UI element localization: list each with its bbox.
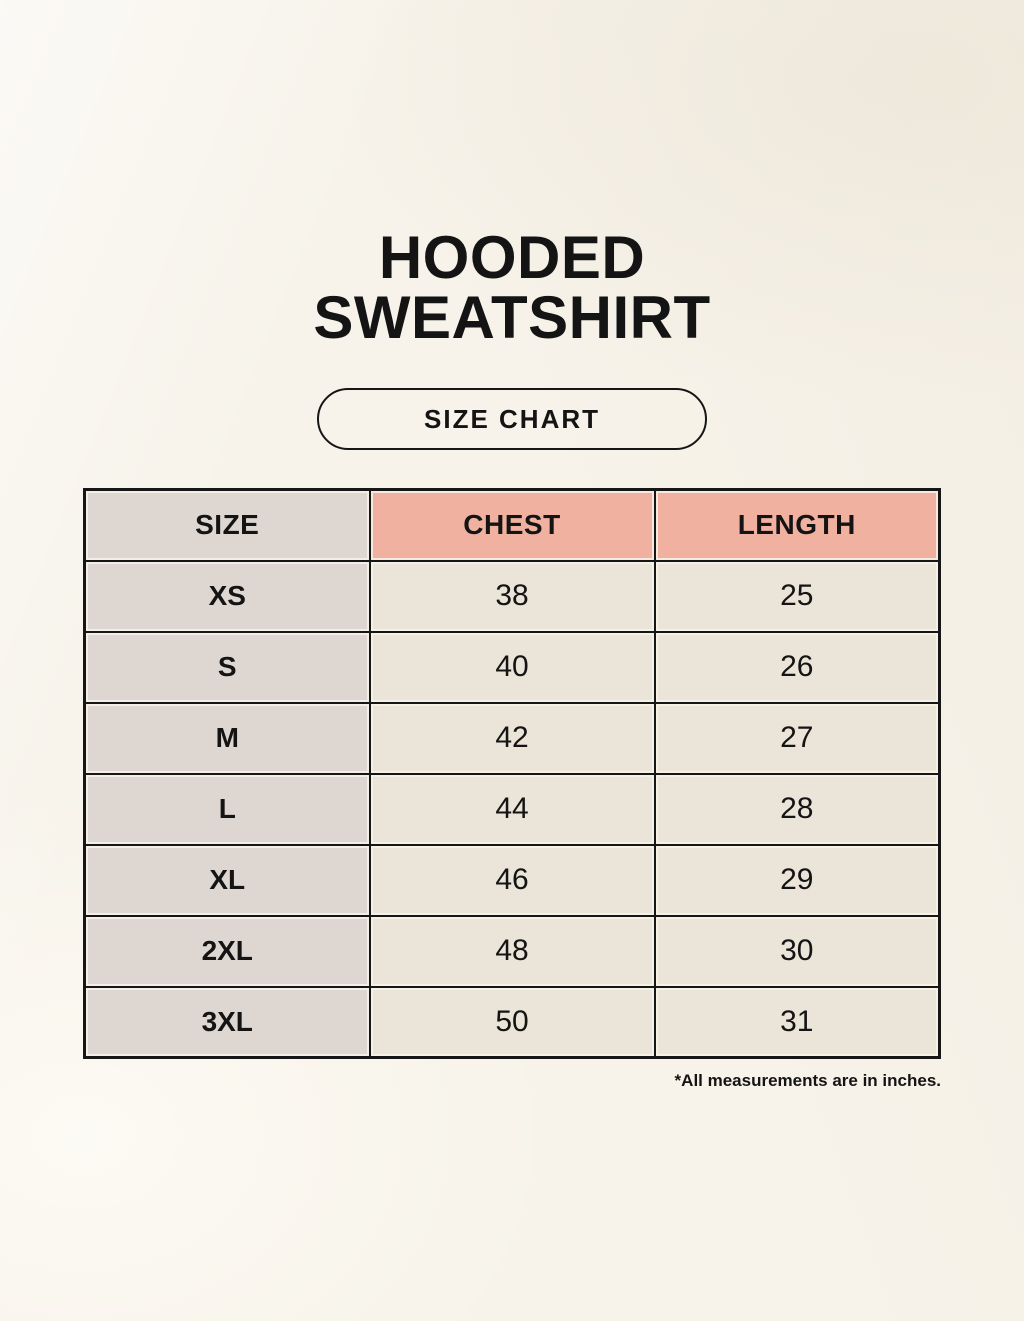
content-column: HOODED SWEATSHIRT SIZE CHART SIZE CHEST … (83, 228, 941, 1090)
chest-value: 46 (368, 843, 656, 917)
size-label: 2XL (83, 914, 371, 988)
size-label: L (83, 772, 371, 846)
product-title-line1: HOODED (378, 224, 646, 291)
product-title-line2: SWEATSHIRT (313, 284, 711, 351)
table-row-s: S 40 26 (83, 630, 941, 704)
size-chart-badge[interactable]: SIZE CHART (317, 388, 707, 450)
table-row-m: M 42 27 (83, 701, 941, 775)
size-chart-table: SIZE CHEST LENGTH XS 38 25 S 40 26 (83, 488, 941, 1059)
length-value: 28 (653, 772, 941, 846)
table-row-xs: XS 38 25 (83, 559, 941, 633)
table-header-row: SIZE CHEST LENGTH (83, 488, 941, 562)
product-title: HOODED SWEATSHIRT (313, 228, 710, 348)
table-container: SIZE CHEST LENGTH XS 38 25 S 40 26 (83, 488, 941, 1059)
length-value: 26 (653, 630, 941, 704)
column-header-length: LENGTH (653, 488, 941, 562)
table-row-2xl: 2XL 48 30 (83, 914, 941, 988)
size-label: XL (83, 843, 371, 917)
chest-value: 38 (368, 559, 656, 633)
chest-value: 50 (368, 985, 656, 1059)
chest-value: 44 (368, 772, 656, 846)
chest-value: 40 (368, 630, 656, 704)
size-label: 3XL (83, 985, 371, 1059)
table-row-3xl: 3XL 50 31 (83, 985, 941, 1059)
size-label: XS (83, 559, 371, 633)
length-value: 27 (653, 701, 941, 775)
length-value: 29 (653, 843, 941, 917)
chest-value: 42 (368, 701, 656, 775)
measurements-footnote: *All measurements are in inches. (674, 1071, 941, 1090)
table-row-l: L 44 28 (83, 772, 941, 846)
length-value: 31 (653, 985, 941, 1059)
length-value: 30 (653, 914, 941, 988)
size-chart-badge-label: SIZE CHART (424, 403, 600, 434)
chest-value: 48 (368, 914, 656, 988)
size-label: S (83, 630, 371, 704)
column-header-chest: CHEST (368, 488, 656, 562)
size-label: M (83, 701, 371, 775)
table-row-xl: XL 46 29 (83, 843, 941, 917)
column-header-size: SIZE (83, 488, 371, 562)
length-value: 25 (653, 559, 941, 633)
